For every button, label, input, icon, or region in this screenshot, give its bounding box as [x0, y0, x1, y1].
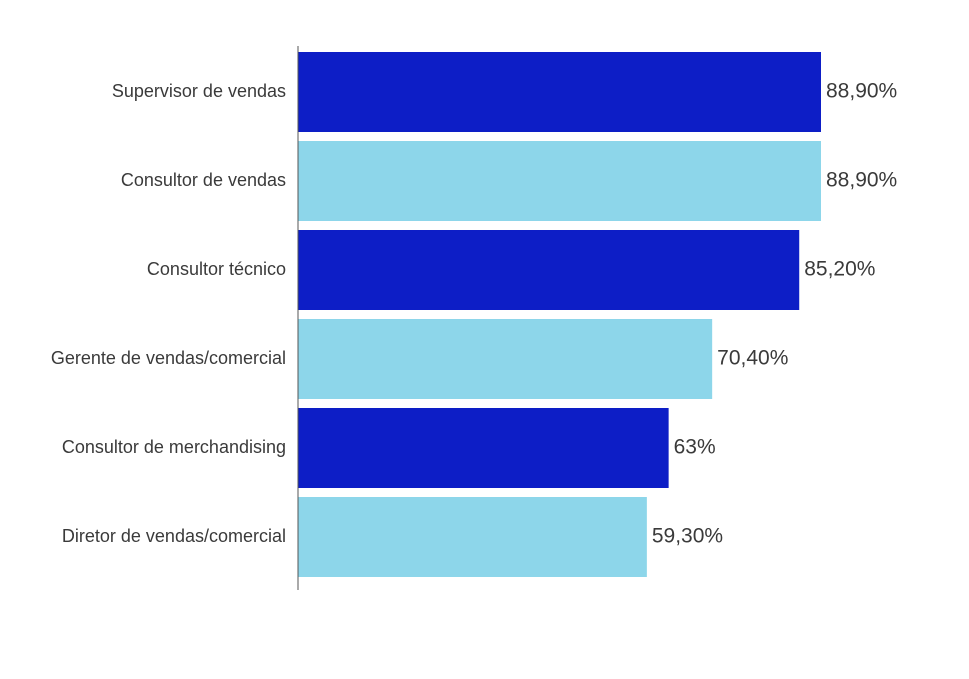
value-label: 63%	[674, 436, 716, 459]
bar	[298, 52, 821, 132]
bar	[298, 230, 800, 310]
category-label: Consultor de merchandising	[62, 437, 286, 457]
bar	[298, 497, 647, 577]
category-label: Supervisor de vendas	[112, 81, 286, 101]
value-label: 70,40%	[717, 347, 788, 370]
value-labels-group: 88,90% 88,90% 85,20% 70,40% 63% 59,30%	[652, 80, 897, 548]
bar	[298, 141, 821, 221]
value-label: 59,30%	[652, 525, 723, 548]
value-label: 88,90%	[826, 169, 897, 192]
category-labels-group: Supervisor de vendas Consultor de vendas C…	[51, 81, 286, 546]
bars-group	[298, 52, 821, 577]
category-label: Diretor de vendas/comercial	[62, 526, 286, 546]
value-label: 88,90%	[826, 80, 897, 103]
category-label: Consultor técnico	[147, 259, 286, 279]
category-label: Gerente de vendas/comercial	[51, 348, 286, 368]
bar	[298, 408, 669, 488]
category-label: Consultor de vendas	[121, 170, 286, 190]
bar	[298, 319, 713, 399]
value-label: 85,20%	[804, 258, 875, 281]
